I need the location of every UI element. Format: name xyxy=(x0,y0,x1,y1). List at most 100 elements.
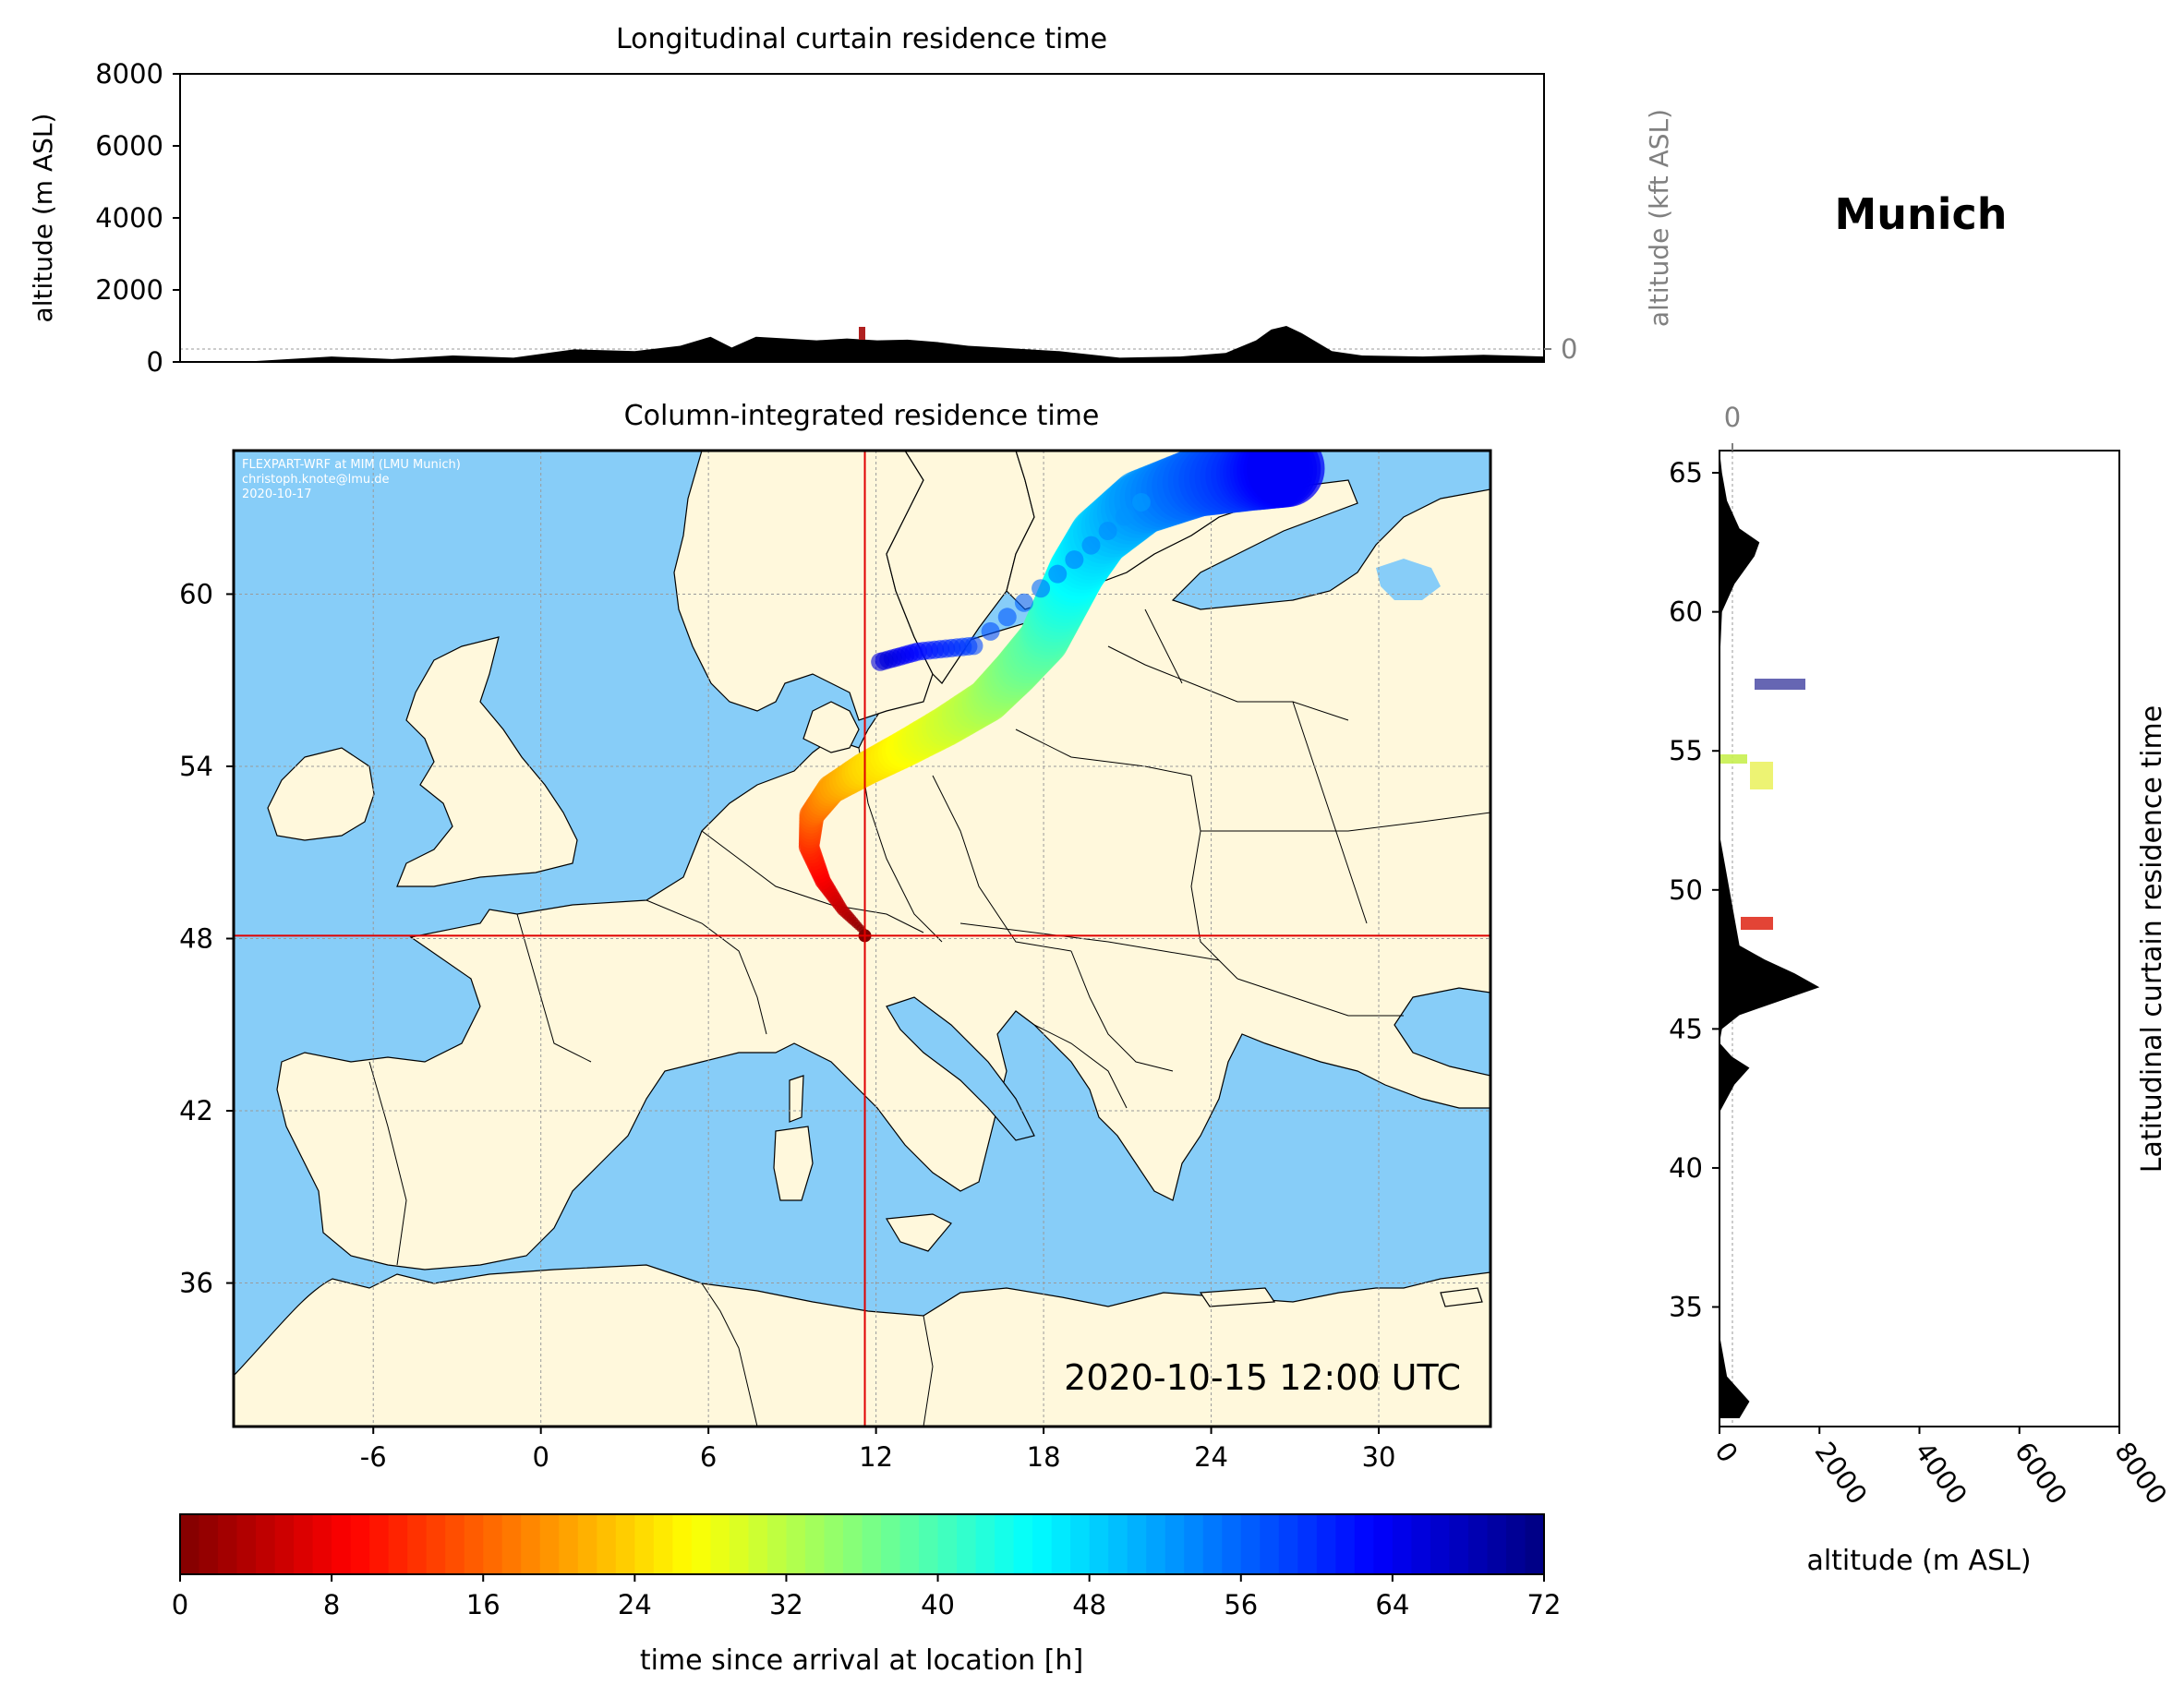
plume-point xyxy=(1032,579,1051,598)
map-lon-tick-label: -6 xyxy=(360,1441,387,1473)
colorbar-segment xyxy=(1467,1514,1489,1574)
colorbar-segment xyxy=(1373,1514,1394,1574)
colorbar-segment xyxy=(445,1514,465,1574)
colorbar-ticks: 0 8 16 24 32 40 48 56 64 72 xyxy=(172,1574,1561,1620)
colorbar-tick-label: 24 xyxy=(618,1589,652,1620)
colorbar-segment xyxy=(501,1514,522,1574)
plume-point xyxy=(981,621,1000,641)
border-line xyxy=(646,899,767,1035)
top-ytick-left-label: 4000 xyxy=(95,202,163,234)
sardinia-land xyxy=(773,1126,814,1201)
right-ytick-label: 55 xyxy=(1669,735,1703,766)
colorbar-segment xyxy=(1089,1514,1109,1574)
colorbar-segment xyxy=(1127,1514,1147,1574)
colorbar-segment xyxy=(615,1514,635,1574)
border-line xyxy=(516,913,592,1063)
latitudinal-curtain-panel: 3540455055606502000400060008000050100 al… xyxy=(1669,402,2173,1577)
top-yticks-left: 0 2000 4000 6000 8000 xyxy=(95,58,180,378)
residence-blob-green xyxy=(1719,754,1747,764)
location-title: Munich xyxy=(1834,189,2007,239)
colorbar-segment xyxy=(521,1514,541,1574)
sicily-land xyxy=(885,1213,952,1252)
map-lat-tick-label: 54 xyxy=(179,751,213,782)
map-lon-tick-label: 6 xyxy=(700,1441,717,1473)
colorbar-segment xyxy=(274,1514,295,1574)
colorbar-segment xyxy=(1354,1514,1374,1574)
colorbar-segment xyxy=(256,1514,276,1574)
credit-line-2: christoph.knote@lmu.de xyxy=(242,473,390,487)
map-lon-tick-label: 0 xyxy=(532,1441,549,1473)
colorbar-segment xyxy=(597,1514,617,1574)
colorbar-segment xyxy=(1013,1514,1033,1574)
colorbar-segment xyxy=(1222,1514,1242,1574)
plume-point xyxy=(1048,564,1068,584)
colorbar-segment xyxy=(899,1514,920,1574)
top-ylabel-left: altitude (m ASL) xyxy=(28,114,58,323)
great-britain-land xyxy=(396,636,578,887)
colorbar-segment xyxy=(1070,1514,1091,1574)
column-integrated-map-panel: Column-integrated residence time xyxy=(179,400,1492,1473)
longitudinal-curtain-panel: Longitudinal curtain residence time 0 200… xyxy=(28,23,1674,378)
colorbar-segment xyxy=(332,1514,352,1574)
colorbar-tick-label: 64 xyxy=(1375,1589,1409,1620)
top-ytick-left-label: 0 xyxy=(147,346,163,378)
colorbar-frame xyxy=(179,1513,1545,1575)
colorbar-segment xyxy=(786,1514,806,1574)
colorbar-tick-label: 16 xyxy=(466,1589,501,1620)
top-yticks-right: 050100 xyxy=(1544,333,1577,365)
border-line xyxy=(1237,978,1404,1017)
plume-point xyxy=(1115,507,1134,526)
right-gridlines xyxy=(1732,451,1733,1427)
colorbar-segment xyxy=(881,1514,901,1574)
ireland-land xyxy=(267,747,375,841)
map-title: Column-integrated residence time xyxy=(624,400,1100,432)
receptor-marker-top xyxy=(859,327,865,340)
colorbar-segment xyxy=(464,1514,484,1574)
credit-line-3: 2020-10-17 xyxy=(242,488,312,501)
crete-land xyxy=(1199,1287,1276,1307)
top-ytick-right-label: 0 xyxy=(1561,333,1577,365)
colorbar-segment xyxy=(407,1514,428,1574)
credit-line-1: FLEXPART-WRF at MIM (LMU Munich) xyxy=(242,458,461,472)
colorbar-segment xyxy=(995,1514,1015,1574)
colorbar-segment xyxy=(236,1514,257,1574)
colorbar-segment xyxy=(1184,1514,1204,1574)
border-line xyxy=(701,1283,758,1427)
border-line xyxy=(1190,775,1238,980)
right-xtick-bottom-label: 0 xyxy=(1708,1437,1744,1469)
colorbar-segment xyxy=(748,1514,768,1574)
colorbar-segment xyxy=(1032,1514,1053,1574)
border-line xyxy=(368,1061,407,1266)
border-line xyxy=(1201,812,1490,832)
colorbar-segment xyxy=(1297,1514,1318,1574)
right-ytick-label: 40 xyxy=(1669,1152,1703,1184)
colorbar-segment xyxy=(766,1514,788,1574)
colorbar-label: time since arrival at location [h] xyxy=(640,1644,1083,1677)
right-xtick-top-label: 0 xyxy=(1724,402,1741,433)
colorbar-tick-label: 0 xyxy=(172,1589,188,1620)
plume-point xyxy=(997,608,1017,627)
colorbar-tick-label: 32 xyxy=(769,1589,803,1620)
colorbar-segment xyxy=(1202,1514,1223,1574)
colorbar-segment xyxy=(559,1514,579,1574)
colorbar-segment xyxy=(1146,1514,1166,1574)
border-line xyxy=(1107,645,1349,721)
border-line xyxy=(1033,1024,1128,1109)
terrain-latitude-profile xyxy=(1719,451,1820,1418)
colorbar-segment xyxy=(1260,1514,1280,1574)
right-ytick-label: 35 xyxy=(1669,1292,1703,1323)
border-line xyxy=(923,1315,934,1427)
colorbar-segment xyxy=(577,1514,597,1574)
colorbar-segment xyxy=(842,1514,863,1574)
colorbar-segment xyxy=(1108,1514,1128,1574)
colorbar-segment xyxy=(729,1514,750,1574)
right-xtick-bottom-label: 6000 xyxy=(2009,1437,2073,1511)
right-xtick-bottom-label: 2000 xyxy=(1809,1437,1874,1511)
right-ytick-label: 45 xyxy=(1669,1013,1703,1044)
colorbar-segment xyxy=(672,1514,693,1574)
colorbar-segment xyxy=(218,1514,238,1574)
border-line xyxy=(701,830,924,933)
plume-point xyxy=(1065,550,1084,570)
colorbar-segment xyxy=(539,1514,560,1574)
